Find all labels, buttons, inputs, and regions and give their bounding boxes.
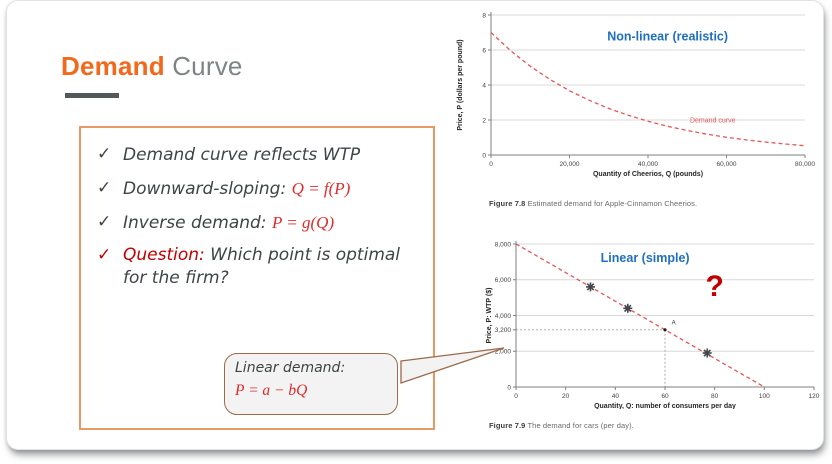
svg-text:Price, P: WTP ($): Price, P: WTP ($) (486, 288, 493, 344)
svg-text:80: 80 (711, 393, 719, 400)
svg-text:0: 0 (482, 152, 486, 159)
svg-text:Price, P (dollars per pound): Price, P (dollars per pound) (457, 39, 464, 130)
svg-text:0: 0 (489, 161, 493, 168)
svg-text:20,000: 20,000 (560, 161, 580, 168)
checklist-item: ✓ Inverse demand: P = g(Q) (97, 212, 423, 235)
svg-text:4,000: 4,000 (495, 313, 512, 320)
figure-caption: Figure 7.8 Estimated demand for Apple-Ci… (489, 199, 697, 208)
svg-text:2,000: 2,000 (495, 349, 512, 356)
svg-text:40,000: 40,000 (638, 161, 658, 168)
svg-text:8,000: 8,000 (495, 241, 512, 248)
item-math: Q = f(P) (291, 178, 351, 198)
page-title: Demand Curve (61, 51, 243, 82)
item-math: P = g(Q) (271, 212, 335, 232)
svg-text:100: 100 (759, 393, 770, 400)
svg-text:Linear (simple): Linear (simple) (601, 251, 690, 265)
figure-text: The demand for cars (per day). (525, 421, 634, 430)
title-rest: Curve (164, 51, 243, 81)
nonlinear-demand-chart: 0 20,000 40,000 60,000 80,000 0 2 4 6 8 Non-linear… (457, 12, 815, 178)
checklist-item: ✓ Question: Which point is optimal for t… (97, 245, 423, 290)
title-accent: Demand (61, 51, 165, 81)
svg-text:20: 20 (562, 393, 570, 400)
callout-bubble: Linear demand: P = a − bQ (224, 353, 398, 415)
checklist-text: Inverse demand: P = g(Q) (123, 212, 334, 235)
figure-number: Figure 7.9 (489, 421, 526, 430)
item-lead: Question: (123, 245, 205, 266)
svg-text:Quantity of Cheerios, Q (pound: Quantity of Cheerios, Q (pounds) (593, 171, 703, 178)
checklist-item: ✓ Downward-sloping: Q = f(P) (97, 178, 423, 201)
linear-demand-chart: 0 20 40 60 80 100 120 0 2,000 3,200 4,000 6,000 8,00… (486, 241, 820, 409)
svg-text:6: 6 (482, 47, 486, 54)
figure-number: Figure 7.8 (489, 199, 526, 208)
callout-formula: P = a − bQ (235, 382, 308, 399)
svg-text:Demand curve: Demand curve (690, 118, 736, 125)
checklist-text: Question: Which point is optimal for the… (123, 245, 423, 290)
checklist-text: Downward-sloping: Q = f(P) (123, 178, 350, 201)
svg-text:40: 40 (612, 393, 620, 400)
figure-text: Estimated demand for Apple-Cinnamon Chee… (525, 199, 698, 208)
svg-text:0: 0 (514, 393, 518, 400)
item-text: Inverse demand: (123, 212, 272, 233)
svg-text:Quantity, Q: number of consume: Quantity, Q: number of consumers per day (594, 403, 736, 409)
svg-text:4: 4 (482, 82, 486, 89)
slide-canvas: Demand Curve ✓ Demand curve reflects WTP… (6, 0, 824, 450)
checklist-text: Demand curve reflects WTP (123, 144, 360, 167)
title-underline (65, 93, 119, 98)
checkmark-icon: ✓ (97, 177, 112, 198)
item-text: Which point is optimal for the firm? (123, 245, 401, 288)
checkmark-icon: ✓ (97, 245, 112, 266)
svg-text:120: 120 (809, 393, 820, 400)
svg-text:A: A (672, 320, 676, 326)
svg-text:8: 8 (482, 12, 486, 19)
svg-text:0: 0 (507, 384, 511, 391)
callout-tail (400, 347, 505, 384)
svg-text:60: 60 (661, 393, 669, 400)
checkmark-icon: ✓ (97, 211, 112, 232)
checkmark-icon: ✓ (97, 144, 112, 164)
item-text: Demand curve reflects WTP (123, 145, 361, 165)
svg-text:60,000: 60,000 (717, 161, 737, 168)
figure-caption: Figure 7.9 The demand for cars (per day)… (489, 421, 634, 430)
svg-text:2: 2 (482, 117, 486, 124)
svg-text:?: ? (706, 270, 724, 303)
svg-text:Non-linear (realistic): Non-linear (realistic) (607, 29, 728, 43)
svg-text:80,000: 80,000 (795, 161, 815, 168)
callout-label: Linear demand: (235, 360, 346, 376)
svg-text:6,000: 6,000 (495, 277, 512, 284)
svg-text:3,200: 3,200 (495, 327, 512, 334)
checklist-item: ✓ Demand curve reflects WTP (97, 144, 423, 167)
item-text: Downward-sloping: (123, 178, 292, 199)
